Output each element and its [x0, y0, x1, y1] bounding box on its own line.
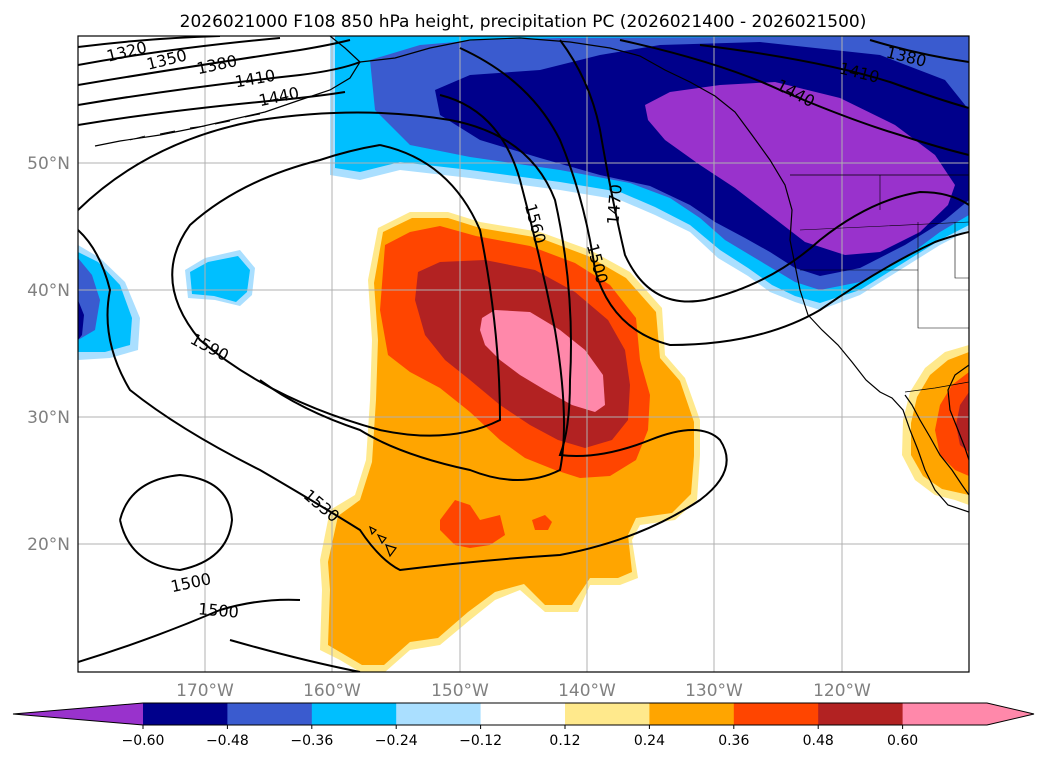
colorbar-bin [396, 703, 482, 725]
contour-1500-south-3 [229, 639, 361, 672]
colorbar-tick-label: 0.48 [803, 733, 834, 749]
coastline-aleutians [129, 113, 261, 141]
colorbar-tick-label: 0.24 [634, 733, 665, 749]
colorbar-ticks: −0.60 −0.48 −0.36 −0.24 −0.12 0.12 0.24 0.36 0.4… [122, 725, 918, 749]
fill-red-blob [440, 500, 505, 548]
coastline-baja [904, 394, 969, 496]
border-states [799, 175, 969, 329]
fill-se-brick [956, 392, 969, 452]
lon-label: 140°W [558, 681, 616, 701]
lon-label: 120°W [813, 681, 871, 701]
colorbar-bin [818, 703, 904, 725]
contour-1440-east [619, 39, 969, 156]
colorbar-tick-label: −0.60 [122, 733, 165, 749]
colorbar-bin [227, 703, 313, 725]
map-panel: 1320 1350 1380 1410 1440 1380 1410 1440 … [78, 36, 969, 672]
coastline-hawaii-1 [369, 525, 378, 536]
fill-west-navy [78, 300, 84, 340]
colorbar-tick-label: 0.36 [718, 733, 749, 749]
colorbar-extend-high [987, 703, 1034, 725]
lon-label: 170°W [176, 681, 234, 701]
contour-1500-south [119, 473, 234, 572]
fill-purple [645, 82, 955, 255]
contour-1380-east [869, 39, 969, 63]
colorbar-bin [902, 703, 988, 725]
coastline-alaska [94, 36, 361, 147]
map-frame [77, 35, 970, 673]
contour-1440-west [78, 91, 346, 126]
contour-1410-east [699, 44, 969, 109]
coastline-mainland-mexico [947, 364, 969, 461]
lat-label: 20°N [27, 535, 70, 555]
colorbar-tick-label: −0.24 [375, 733, 418, 749]
contour-1500-ridge [459, 47, 969, 347]
coastline-hawaii-2 [376, 533, 387, 545]
height-contours [78, 36, 969, 672]
lon-label: 150°W [431, 681, 489, 701]
graticule [78, 36, 969, 672]
contour-1530 [78, 111, 728, 572]
contour-1590 [171, 144, 502, 437]
colorbar-bin [565, 703, 650, 725]
map-title: 2026021000 F108 850 hPa height, precipit… [180, 12, 867, 32]
colorbar-tick-label: −0.36 [290, 733, 333, 749]
coastline-gulf-alaska [359, 37, 969, 513]
contour-1350 [78, 37, 281, 66]
lat-label: 40°N [27, 281, 70, 301]
colorbar-bin [143, 703, 228, 725]
colorbar-bin [480, 703, 566, 725]
colorbar-tick-label: −0.12 [459, 733, 502, 749]
contour-label: 1470 [603, 183, 625, 225]
contour-1410-west [78, 61, 361, 106]
fill-red-blob-small [532, 515, 552, 530]
fill-se-red [935, 372, 969, 476]
colorbar-bin [733, 703, 819, 725]
contour-1500-south-2 [78, 598, 301, 663]
contour-1380-west [78, 39, 351, 86]
lat-label: 30°N [27, 408, 70, 428]
positive-anomaly-field [320, 212, 969, 672]
latitude-labels: 50°N 40°N 30°N 20°N [27, 154, 70, 555]
coastlines [94, 36, 969, 558]
colorbar-tick-label: 0.12 [549, 733, 580, 749]
lon-label: 130°W [685, 681, 743, 701]
colorbar-tick-label: −0.48 [206, 733, 249, 749]
contour-label: 1500 [197, 599, 239, 621]
colorbar-tick-label: 0.60 [887, 733, 918, 749]
colorbar-extend-low [13, 703, 143, 725]
contour-1560 [259, 94, 565, 481]
longitude-labels: 170°W 160°W 150°W 140°W 130°W 120°W [176, 681, 871, 701]
lon-label: 160°W [303, 681, 361, 701]
border-us-mexico [904, 381, 969, 393]
fill-pink [480, 310, 605, 412]
coastline-hawaii-3 [385, 544, 397, 558]
colorbar-bin [649, 703, 735, 725]
colorbar [12, 702, 1035, 726]
lat-label: 50°N [27, 154, 70, 174]
contour-1470 [559, 39, 969, 303]
colorbar-bin [311, 703, 397, 725]
